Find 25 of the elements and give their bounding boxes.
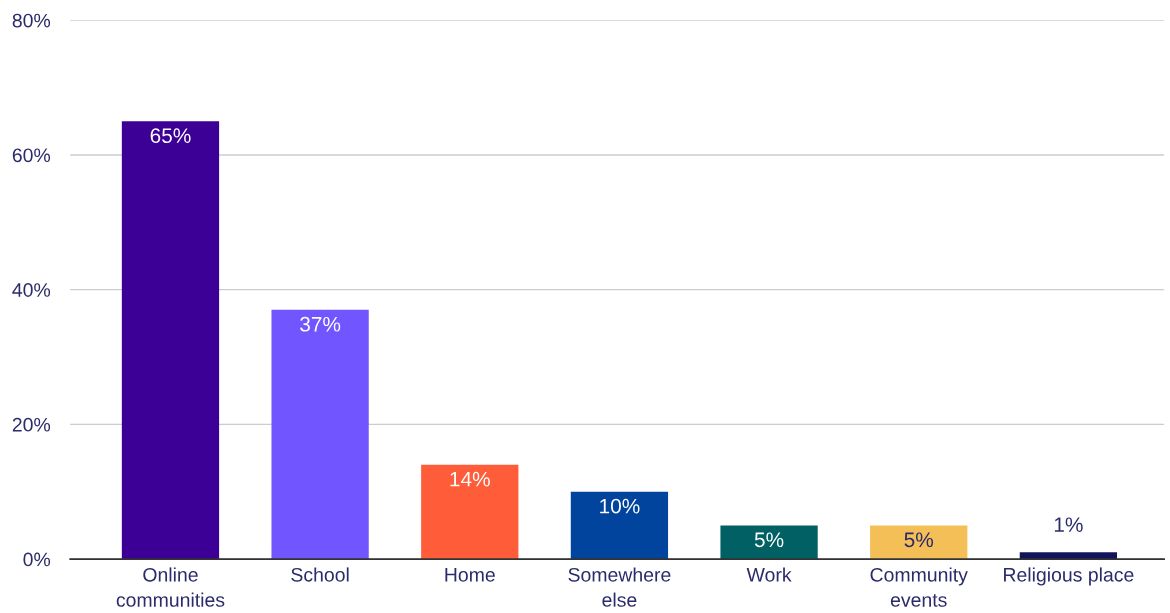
data-label: 1% [1054, 517, 1083, 532]
data-label: 5% [904, 532, 934, 548]
x-tick-label: Religious place [1004, 567, 1134, 586]
x-tick-label: Somewhere else [568, 567, 671, 607]
bar [121, 121, 220, 560]
y-tick-label: 60% [12, 148, 51, 163]
data-label: 5% [754, 532, 784, 548]
x-tick-label: Work [746, 567, 792, 582]
data-label: 14% [450, 471, 490, 487]
x-tick-label: School [291, 567, 349, 582]
y-tick-label: 40% [12, 283, 51, 297]
y-tick-label: 80% [12, 13, 51, 28]
bar [271, 309, 369, 560]
x-tick-label: Home [445, 568, 495, 582]
x-tick-label: Community events [870, 567, 968, 607]
data-label: 65% [150, 128, 191, 144]
x-tick-label: Online communities [116, 567, 225, 607]
data-label: 37% [300, 316, 341, 332]
data-label: 10% [600, 498, 640, 514]
y-tick-label: 0% [23, 552, 51, 567]
bar [421, 464, 519, 560]
bar [570, 491, 669, 560]
bar [720, 525, 818, 560]
bar [870, 525, 968, 560]
y-tick-label: 20% [12, 417, 51, 432]
